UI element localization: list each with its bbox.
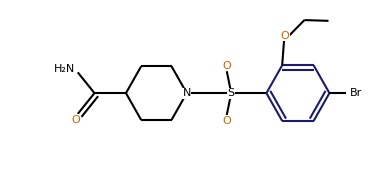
Text: O: O — [71, 115, 80, 124]
Text: O: O — [222, 61, 231, 70]
Text: Br: Br — [350, 88, 363, 98]
Text: O: O — [222, 116, 231, 126]
Text: N: N — [183, 88, 191, 98]
Text: S: S — [228, 88, 235, 98]
Text: O: O — [280, 31, 289, 41]
Text: H₂N: H₂N — [54, 64, 76, 74]
